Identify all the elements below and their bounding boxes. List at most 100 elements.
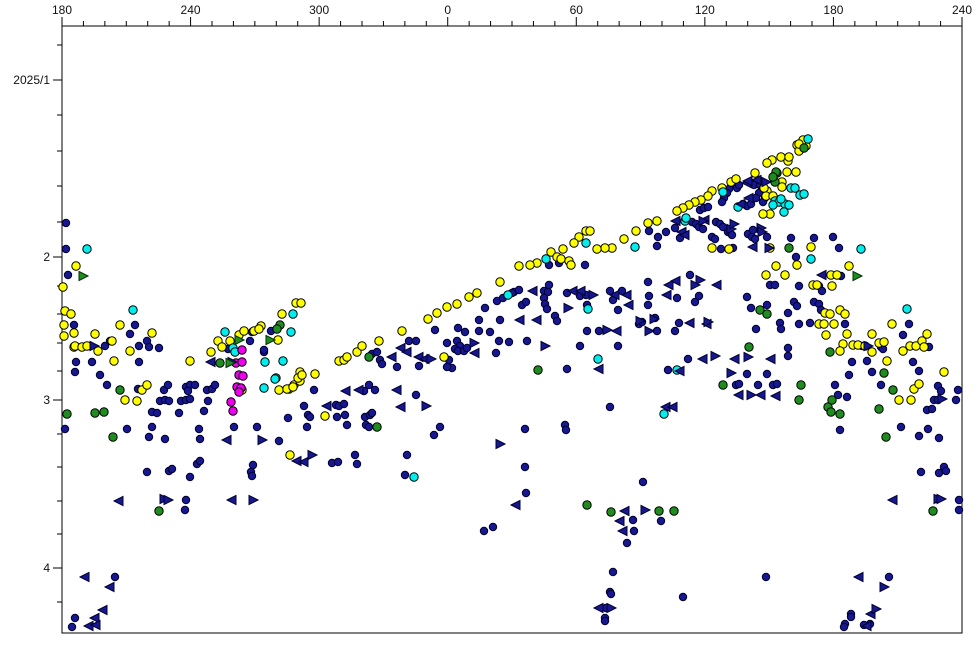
- point-green-circle: [272, 324, 282, 334]
- point-yellow-circle: [829, 319, 839, 329]
- point-yellow-circle: [59, 320, 69, 330]
- point-green-circle: [115, 385, 125, 395]
- point-yellow-circle: [285, 450, 295, 460]
- series-yellow-circle: [58, 135, 949, 460]
- point-yellow-circle: [844, 261, 854, 271]
- x-axis-label: 300: [309, 3, 329, 17]
- point-cyan-circle: [259, 383, 269, 393]
- point-green-circle: [606, 507, 616, 517]
- point-yellow-circle: [569, 238, 579, 248]
- y-axis-label: 2: [43, 250, 50, 264]
- point-dark-blue-dot: [411, 390, 421, 400]
- point-yellow-circle: [867, 329, 877, 339]
- point-dark-blue-dot: [746, 303, 756, 313]
- point-dark-blue-dot: [340, 410, 350, 420]
- point-dark-blue-triangle-left: [400, 346, 412, 358]
- point-dark-blue-dot: [953, 385, 963, 395]
- point-dark-blue-dot: [690, 297, 700, 307]
- point-cyan-circle: [718, 187, 728, 197]
- point-dark-blue-triangle-right: [257, 434, 269, 446]
- point-dark-blue-dot: [842, 392, 852, 402]
- point-magenta-circle: [226, 397, 236, 407]
- point-dark-blue-dot: [608, 567, 618, 577]
- point-dark-blue-dot: [951, 395, 961, 405]
- point-dark-blue-dot: [844, 370, 854, 380]
- point-green-circle: [799, 143, 809, 153]
- point-dark-blue-triangle-right: [698, 215, 710, 227]
- point-dark-blue-triangle-left: [112, 495, 124, 507]
- point-dark-blue-dot: [71, 357, 81, 367]
- point-yellow-circle: [585, 226, 595, 236]
- point-green-circle: [826, 407, 836, 417]
- point-dark-blue-triangle-left: [669, 215, 681, 227]
- point-yellow-circle: [132, 396, 142, 406]
- point-dark-blue-dot: [350, 450, 360, 460]
- point-dark-blue-dot: [87, 357, 97, 367]
- point-dark-blue-dot: [494, 336, 504, 346]
- point-dark-blue-dot: [786, 233, 796, 243]
- point-yellow-circle: [185, 356, 195, 366]
- point-dark-blue-triangle-left: [696, 353, 708, 365]
- point-dark-blue-dot: [342, 420, 352, 430]
- point-dark-blue-triangle-left: [662, 279, 674, 291]
- point-yellow-circle: [842, 329, 852, 339]
- point-cyan-circle: [260, 357, 270, 367]
- point-dark-blue-dot: [185, 394, 195, 404]
- point-dark-blue-dot: [125, 329, 135, 339]
- point-dark-blue-triangle-right: [426, 353, 438, 365]
- point-yellow-circle: [310, 369, 320, 379]
- point-cyan-circle: [630, 242, 640, 252]
- point-dark-blue-triangle-right: [703, 316, 715, 328]
- point-dark-blue-dot: [717, 197, 727, 207]
- point-green-circle: [90, 408, 100, 418]
- point-dark-blue-triangle-right: [421, 400, 433, 412]
- point-dark-blue-dot: [628, 515, 638, 525]
- point-dark-blue-dot: [102, 380, 112, 390]
- point-yellow-circle: [147, 328, 157, 338]
- point-dark-blue-dot: [60, 424, 70, 434]
- point-dark-blue-triangle-right: [602, 324, 614, 336]
- point-dark-blue-dot: [656, 516, 666, 526]
- point-dark-blue-dot: [61, 218, 71, 228]
- point-dark-blue-triangle-right: [563, 302, 575, 314]
- point-dark-blue-dot: [134, 341, 144, 351]
- point-green-circle: [784, 243, 794, 253]
- point-dark-blue-dot: [134, 357, 144, 367]
- point-magenta-circle: [237, 357, 247, 367]
- point-dark-blue-triangle-right: [726, 367, 738, 379]
- point-yellow-circle: [297, 370, 307, 380]
- point-dark-blue-dot: [364, 380, 374, 390]
- point-yellow-circle: [782, 167, 792, 177]
- point-dark-blue-dot: [181, 495, 191, 505]
- point-dark-blue-dot: [916, 467, 926, 477]
- point-yellow-circle: [296, 298, 306, 308]
- point-dark-blue-dot: [914, 431, 924, 441]
- point-yellow-circle: [780, 270, 790, 280]
- point-dark-blue-dot: [442, 362, 452, 372]
- point-dark-blue-dot: [521, 488, 531, 498]
- point-dark-blue-triangle-right: [606, 602, 618, 614]
- point-yellow-circle: [464, 292, 474, 302]
- point-dark-blue-dot: [142, 467, 152, 477]
- point-dark-blue-dot: [210, 380, 220, 390]
- point-yellow-circle: [835, 346, 845, 356]
- point-dark-blue-dot: [392, 362, 402, 372]
- point-dark-blue-triangle-left: [728, 353, 740, 365]
- point-dark-blue-triangle-left: [352, 384, 364, 396]
- point-dark-blue-dot: [100, 341, 110, 351]
- point-dark-blue-triangle-right: [640, 504, 652, 516]
- point-yellow-circle: [827, 281, 837, 291]
- point-cyan-circle: [681, 213, 691, 223]
- point-yellow-circle: [914, 379, 924, 389]
- point-dark-blue-dot: [480, 303, 490, 313]
- point-dark-blue-triangle-left: [620, 289, 632, 301]
- point-dark-blue-triangle-right: [863, 340, 875, 352]
- point-dark-blue-triangle-right: [163, 494, 175, 506]
- point-dark-blue-triangle-left: [88, 612, 100, 624]
- point-dark-blue-triangle-left: [750, 174, 762, 186]
- point-dark-blue-dot: [400, 470, 410, 480]
- point-yellow-circle: [495, 277, 505, 287]
- point-dark-blue-dot: [429, 430, 439, 440]
- point-dark-blue-dot: [63, 270, 73, 280]
- point-dark-blue-triangle-right: [540, 340, 552, 352]
